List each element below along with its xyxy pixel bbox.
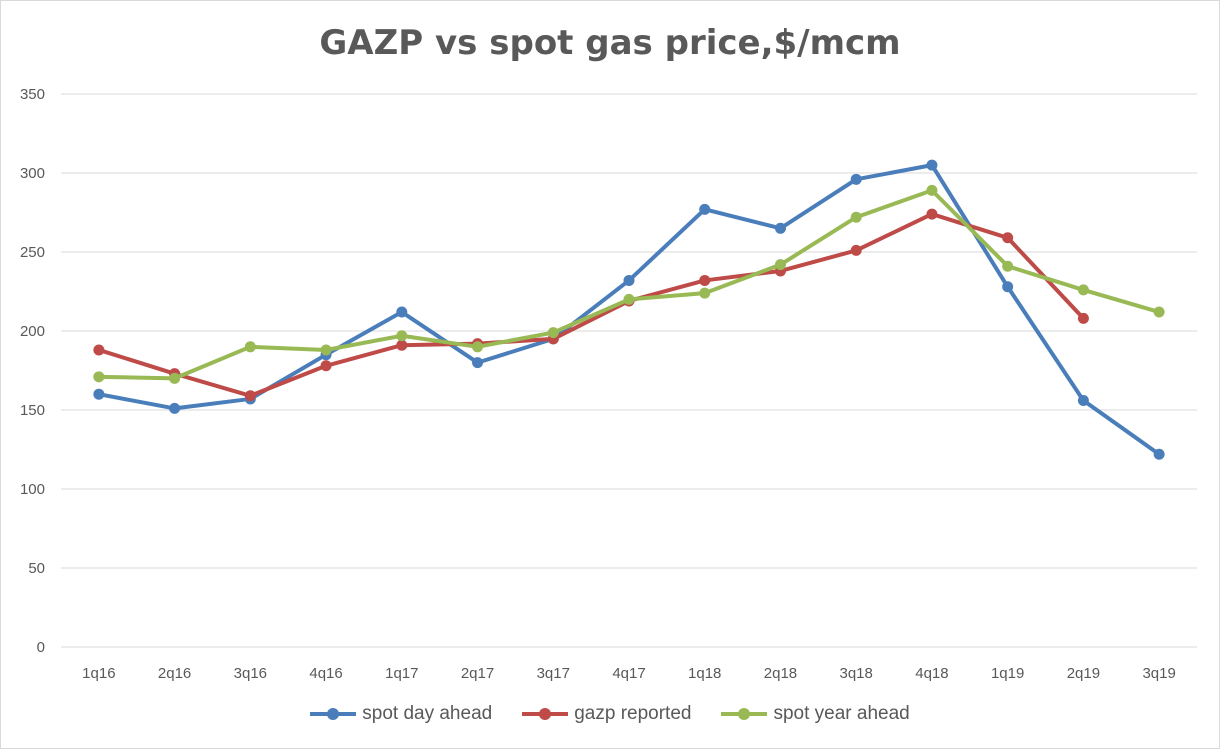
- data-point: [926, 184, 938, 196]
- gridlines: [61, 93, 1197, 648]
- data-point: [1002, 281, 1014, 293]
- data-point: [699, 203, 711, 215]
- data-point: [699, 274, 711, 286]
- legend-item: spot day ahead: [310, 703, 492, 725]
- chart-title: GAZP vs spot gas price,$/mcm: [319, 23, 901, 63]
- data-point: [850, 173, 862, 185]
- data-point: [926, 159, 938, 171]
- data-point: [774, 222, 786, 234]
- data-point: [244, 390, 256, 402]
- x-tick-label: 3q19: [1142, 665, 1175, 682]
- y-tick-label: 200: [20, 323, 45, 340]
- legend-swatch: [310, 707, 357, 721]
- series-spot-year-ahead: [93, 184, 1165, 384]
- data-point: [320, 344, 332, 356]
- x-tick-label: 3q18: [840, 665, 873, 682]
- data-point: [547, 327, 559, 339]
- x-tick-label: 3q16: [234, 665, 267, 682]
- legend-item: spot year ahead: [721, 703, 910, 725]
- x-tick-label: 1q17: [385, 665, 418, 682]
- data-point: [774, 259, 786, 271]
- series-line: [96, 163, 1162, 457]
- x-tick-label: 4q18: [915, 665, 948, 682]
- data-point: [623, 293, 635, 305]
- data-point: [472, 341, 484, 353]
- data-point: [396, 330, 408, 342]
- data-point: [1077, 312, 1089, 324]
- data-point: [1077, 284, 1089, 296]
- data-point: [244, 341, 256, 353]
- y-tick-label: 300: [20, 165, 45, 182]
- x-tick-label: 2q19: [1067, 665, 1100, 682]
- data-point: [93, 371, 105, 383]
- x-tick-label: 2q18: [764, 665, 797, 682]
- data-point: [1153, 448, 1165, 460]
- legend: spot day ahead gazp reported spot year ahe…: [1, 703, 1219, 725]
- data-point: [926, 208, 938, 220]
- data-point: [623, 274, 635, 286]
- y-tick-label: 350: [20, 86, 45, 103]
- legend-item: gazp reported: [522, 703, 691, 725]
- legend-swatch: [721, 707, 768, 721]
- y-tick-label: 250: [20, 244, 45, 261]
- x-tick-label: 4q17: [612, 665, 645, 682]
- y-tick-label: 100: [20, 481, 45, 498]
- series-lines: [93, 159, 1165, 460]
- legend-label: spot year ahead: [773, 703, 910, 724]
- x-tick-label: 1q19: [991, 665, 1024, 682]
- data-point: [850, 211, 862, 223]
- legend-label: gazp reported: [574, 703, 692, 724]
- data-point: [472, 357, 484, 369]
- series-gazp-reported: [93, 208, 1089, 402]
- x-tick-label: 2q17: [461, 665, 494, 682]
- data-point: [850, 244, 862, 256]
- x-tick-label: 2q16: [158, 665, 191, 682]
- data-point: [93, 388, 105, 400]
- data-point: [93, 344, 105, 356]
- x-axis-ticks: 1q16 2q16 3q16 4q16 1q17 2q17 3q17 4q17 1q18 2q18…: [82, 665, 1176, 682]
- legend-label: spot day ahead: [362, 703, 493, 724]
- y-tick-label: 150: [20, 402, 45, 419]
- series-line: [96, 212, 1086, 398]
- y-tick-label: 0: [37, 639, 45, 656]
- data-point: [1153, 306, 1165, 318]
- data-point: [1002, 232, 1014, 244]
- data-point: [396, 339, 408, 351]
- series-spot-day-ahead: [93, 159, 1165, 460]
- data-point: [396, 306, 408, 318]
- legend-swatch: [522, 707, 569, 721]
- y-tick-label: 50: [28, 560, 45, 577]
- x-tick-label: 1q18: [688, 665, 721, 682]
- y-axis-ticks: 0 50 100 150 200 250 300 350: [20, 86, 45, 656]
- data-point: [699, 287, 711, 299]
- data-point: [1077, 395, 1089, 407]
- data-point: [1002, 260, 1014, 272]
- data-point: [320, 360, 332, 372]
- x-tick-label: 1q16: [82, 665, 115, 682]
- x-tick-label: 4q16: [309, 665, 342, 682]
- x-tick-label: 3q17: [537, 665, 570, 682]
- data-point: [169, 372, 181, 384]
- data-point: [169, 402, 181, 414]
